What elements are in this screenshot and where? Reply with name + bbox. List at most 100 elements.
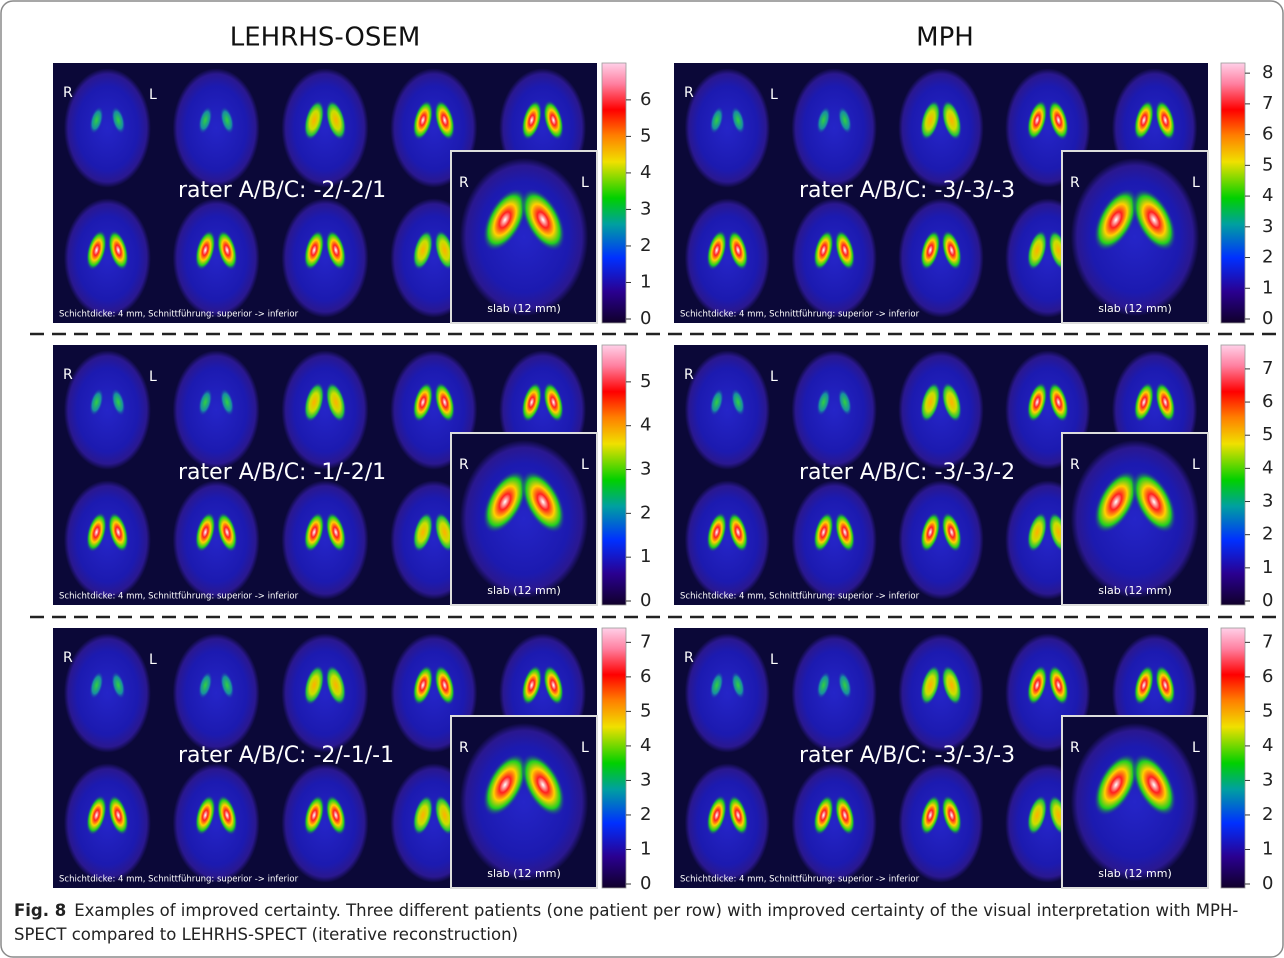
colorbar-tick-label: 2 — [640, 804, 651, 825]
brain-outline — [173, 350, 260, 470]
brain-outline — [685, 480, 770, 600]
colorbar-tick-label: 1 — [1262, 277, 1273, 298]
slab-brain — [460, 440, 588, 598]
colorbar-tick-label: 7 — [640, 631, 651, 652]
brain-slice — [173, 480, 260, 600]
brain-outline — [791, 198, 876, 318]
side-label: L — [1192, 175, 1200, 191]
brain-slice — [791, 633, 876, 753]
brain-outline — [685, 350, 770, 470]
colorbar-tick-label: 0 — [640, 873, 651, 894]
brain-outline — [64, 480, 151, 600]
colorbar — [602, 345, 626, 605]
colorbar-tick-label: 2 — [640, 502, 651, 523]
colorbar-tick-label: 2 — [1262, 804, 1273, 825]
brain-outline — [173, 633, 260, 753]
colorbar-tick-label: 5 — [640, 371, 651, 392]
slice-note: Schichtdicke: 4 mm, Schnittführung: supe… — [680, 592, 920, 602]
colorbar-tick-label: 6 — [1262, 391, 1273, 412]
brain-slice — [791, 763, 876, 883]
rater-text: rater A/B/C: -3/-3/-2 — [799, 460, 1015, 485]
brain-outline — [173, 198, 260, 318]
brain-outline — [173, 763, 260, 883]
brain-outline — [64, 68, 151, 188]
brain-slice — [173, 198, 260, 318]
brain-outline — [898, 198, 983, 318]
brain-slice — [64, 198, 151, 318]
brain-slice — [281, 68, 368, 188]
figure-canvas: LEHRHS-OSEM MPH RLSchichtdicke: 4 mm, Sc… — [0, 0, 1284, 958]
colorbar-tick-label: 6 — [640, 666, 651, 687]
brain-slice — [898, 633, 983, 753]
caption-text: Examples of improved certainty. Three di… — [14, 901, 1238, 944]
side-label: L — [1192, 740, 1200, 756]
slab-brain — [460, 158, 588, 316]
colorbar-tick-label: 8 — [1262, 62, 1273, 83]
colorbar-tick-label: 3 — [640, 769, 651, 790]
brain-slice — [791, 198, 876, 318]
brain-outline — [685, 633, 770, 753]
side-label: R — [1070, 740, 1080, 756]
brain-outline — [64, 350, 151, 470]
colorbar-tick-label: 0 — [1262, 873, 1273, 894]
brain-slice — [173, 350, 260, 470]
brain-outline — [281, 68, 368, 188]
brain-outline — [791, 68, 876, 188]
side-label: R — [684, 367, 694, 383]
side-label: L — [770, 652, 778, 668]
colorbar-tick-label: 1 — [640, 838, 651, 859]
side-label: R — [1070, 457, 1080, 473]
slab-brain — [1071, 440, 1199, 598]
brain-slice — [281, 763, 368, 883]
slab-label: slab (12 mm) — [1098, 867, 1172, 880]
colorbar — [602, 63, 626, 323]
brain-slice — [64, 633, 151, 753]
side-label: L — [581, 175, 589, 191]
side-label: R — [684, 650, 694, 666]
side-label: L — [770, 87, 778, 103]
slice-note: Schichtdicke: 4 mm, Schnittführung: supe… — [680, 875, 920, 885]
side-label: R — [63, 85, 73, 101]
colorbar-tick-label: 2 — [1262, 247, 1273, 268]
colorbar-tick-label: 0 — [640, 308, 651, 329]
brain-slice — [898, 763, 983, 883]
colorbar-tick-label: 4 — [640, 162, 651, 183]
colorbar-tick-label: 6 — [1262, 666, 1273, 687]
colorbar-tick-label: 5 — [1262, 154, 1273, 175]
brain-slice — [64, 480, 151, 600]
colorbar — [1221, 345, 1245, 605]
slice-note: Schichtdicke: 4 mm, Schnittführung: supe… — [59, 592, 299, 602]
side-label: R — [459, 740, 469, 756]
colorbar-tick-label: 1 — [1262, 557, 1273, 578]
panels: R L Schichtdicke: 4 mm, Schnittführung: su… — [53, 62, 1273, 894]
brain-slice — [685, 68, 770, 188]
brain-slice — [64, 763, 151, 883]
rater-text: rater A/B/C: -1/-2/1 — [178, 460, 386, 485]
side-label: R — [684, 85, 694, 101]
slab-label: slab (12 mm) — [487, 302, 561, 315]
brain-outline — [64, 198, 151, 318]
brain-slice — [898, 480, 983, 600]
figure: LEHRHS-OSEM MPH RLSchichtdicke: 4 mm, Sc… — [0, 0, 1284, 958]
rater-text: rater A/B/C: -2/-1/-1 — [178, 743, 394, 768]
brain-slice — [281, 633, 368, 753]
scan-panel: RLSchichtdicke: 4 mm, Schnittführung: su… — [674, 62, 1273, 329]
brain-outline — [281, 480, 368, 600]
brain-outline — [281, 763, 368, 883]
slab-inset: RLslab (12 mm) — [451, 716, 597, 888]
colorbar-tick-label: 3 — [640, 198, 651, 219]
brain-outline — [281, 198, 368, 318]
brain-slice — [173, 763, 260, 883]
side-label: R — [459, 457, 469, 473]
colorbar — [1221, 628, 1245, 888]
colorbar-tick-label: 5 — [1262, 424, 1273, 445]
brain-slice — [281, 350, 368, 470]
scan-panel: RLSchichtdicke: 4 mm, Schnittführung: su… — [674, 345, 1273, 611]
brain-slice — [898, 198, 983, 318]
slab-label: slab (12 mm) — [1098, 584, 1172, 597]
